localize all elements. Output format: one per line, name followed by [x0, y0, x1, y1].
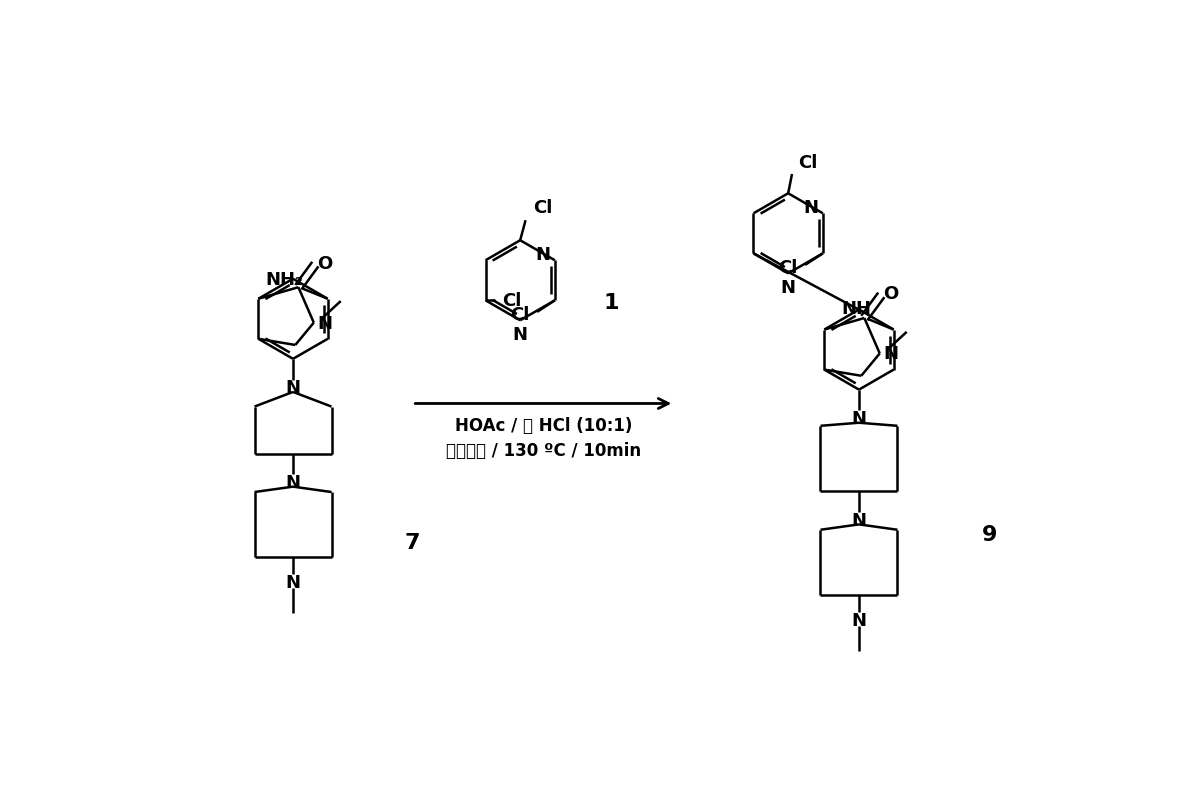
Text: Cl: Cl [798, 154, 818, 173]
Text: N: N [852, 512, 867, 529]
Text: N: N [852, 611, 867, 629]
Text: N: N [286, 573, 300, 591]
Text: 1: 1 [603, 292, 619, 312]
Text: N: N [535, 246, 550, 263]
Text: N: N [286, 379, 300, 397]
Text: Cl: Cl [534, 199, 553, 217]
Text: N: N [286, 474, 300, 491]
Text: Cl: Cl [510, 306, 529, 324]
Text: O: O [883, 285, 898, 303]
Text: 微波加热 / 130 ºC / 10min: 微波加热 / 130 ºC / 10min [445, 441, 641, 459]
Text: Cl: Cl [502, 292, 521, 310]
Text: NH₂: NH₂ [266, 271, 304, 288]
Text: N: N [852, 410, 867, 427]
Text: N: N [781, 279, 796, 297]
Text: N: N [317, 314, 332, 332]
Text: 9: 9 [983, 524, 998, 544]
Text: N: N [513, 326, 528, 344]
Text: O: O [317, 255, 332, 272]
Text: N: N [883, 345, 898, 363]
Text: HOAc / 浓 HCl (10:1): HOAc / 浓 HCl (10:1) [455, 417, 632, 434]
Text: 7: 7 [405, 532, 420, 552]
Text: N: N [803, 199, 818, 217]
Text: NH: NH [842, 300, 872, 318]
Text: Cl: Cl [778, 259, 797, 277]
